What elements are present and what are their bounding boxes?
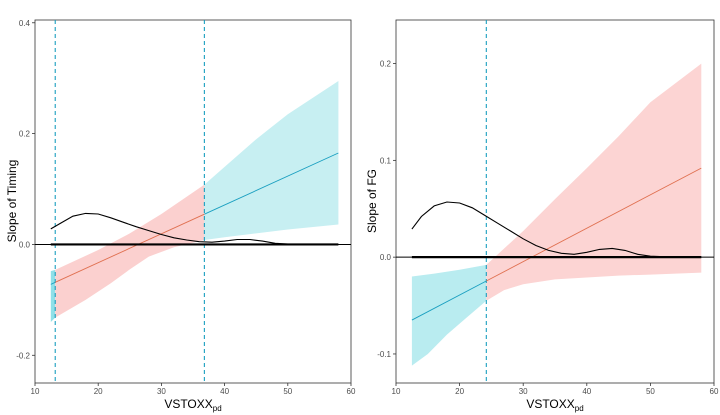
confidence-band [411,264,487,366]
x-tick-label: 50 [283,387,292,396]
x-tick-label: 10 [392,387,401,396]
y-axis-ticks: -0.1 0.0 0.1 0.2 [377,60,396,359]
x-tick-label: 60 [710,387,719,396]
x-axis-ticks: 10 20 30 40 50 60 [392,383,719,396]
x-axis-title-subscript: pd [575,404,584,413]
y-tick-label: -0.2 [16,351,30,360]
x-axis-title-main: VSTOXX [526,397,574,411]
confidence-band [55,184,205,318]
x-axis-title: VSTOXXpd [164,397,221,413]
y-axis-title: Slope of Timing [5,160,19,243]
density-curve [411,201,702,258]
fit-line-segment [204,152,339,215]
x-tick-label: 40 [220,387,229,396]
fit-line-segment [50,281,56,285]
y-tick-label: 0.2 [19,130,31,139]
y-tick-label: -0.1 [377,350,391,359]
panel-timing: 10 20 30 40 50 60 -0.2 0.0 0.2 0.4 VSTOXXpd Slop… [5,19,356,413]
x-tick-label: 30 [157,387,166,396]
confidence-band [486,63,702,301]
x-tick-label: 30 [519,387,528,396]
y-tick-label: 0.0 [19,240,31,249]
x-tick-label: 20 [94,387,103,396]
fit-line-segment [486,167,702,282]
y-tick-label: 0.0 [380,253,392,262]
panel-fg: 10 20 30 40 50 60 -0.1 0.0 0.1 0.2 VSTOXXpd Slop… [365,19,719,413]
x-axis-ticks: 10 20 30 40 50 60 [31,383,356,396]
y-tick-label: 0.2 [380,60,392,69]
fit-line-segment [411,280,487,321]
series-lines [411,167,702,321]
x-tick-label: 40 [582,387,591,396]
confidence-band [50,269,56,322]
x-axis-title-main: VSTOXX [164,397,212,411]
confidence-bands [411,63,702,366]
density-curve [50,212,339,245]
fit-line-segment [55,213,205,283]
y-tick-label: 0.1 [380,156,392,165]
x-tick-label: 60 [347,387,356,396]
x-tick-label: 10 [31,387,40,396]
confidence-band [204,81,339,240]
x-axis-title-subscript: pd [213,404,222,413]
y-tick-label: 0.4 [19,19,31,28]
x-axis-title: VSTOXXpd [526,397,583,413]
y-axis-ticks: -0.2 0.0 0.2 0.4 [16,19,35,360]
series-lines [50,152,339,285]
x-tick-label: 50 [646,387,655,396]
y-axis-title: Slope of FG [365,169,379,233]
x-tick-label: 20 [455,387,464,396]
